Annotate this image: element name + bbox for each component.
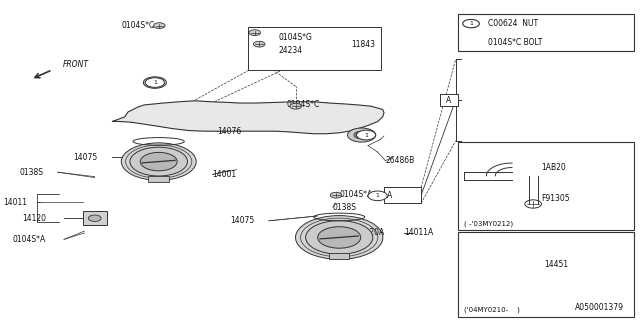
Text: 26486B: 26486B — [385, 156, 415, 165]
Text: 14011: 14011 — [3, 198, 27, 207]
Circle shape — [354, 131, 369, 139]
Bar — [458, 232, 634, 317]
Circle shape — [154, 23, 165, 28]
Bar — [458, 142, 634, 230]
Text: 1: 1 — [364, 132, 368, 138]
Text: 14120: 14120 — [22, 214, 47, 223]
Bar — [329, 253, 349, 259]
Circle shape — [88, 215, 101, 221]
Bar — [384, 187, 421, 203]
Circle shape — [348, 128, 376, 142]
Bar — [248, 27, 381, 70]
Text: 1: 1 — [376, 193, 380, 198]
Circle shape — [253, 41, 265, 47]
Circle shape — [317, 227, 361, 248]
Text: 1: 1 — [469, 21, 473, 26]
Text: A: A — [446, 95, 451, 105]
Circle shape — [130, 147, 188, 176]
Text: 14011A: 14011A — [404, 228, 434, 237]
Text: FRONT: FRONT — [63, 60, 89, 69]
Text: 14451: 14451 — [544, 260, 568, 269]
Text: 14001: 14001 — [212, 170, 237, 179]
Circle shape — [296, 216, 383, 259]
Text: 1AB20: 1AB20 — [541, 163, 566, 172]
Circle shape — [249, 30, 260, 36]
Text: 0138S: 0138S — [333, 203, 357, 212]
Circle shape — [368, 191, 387, 201]
Text: 11843: 11843 — [351, 40, 375, 49]
Circle shape — [143, 77, 166, 88]
Text: 0104S*A: 0104S*A — [339, 190, 372, 199]
Text: A: A — [387, 191, 392, 200]
Bar — [458, 14, 634, 51]
Text: A050001379: A050001379 — [575, 303, 624, 312]
Bar — [83, 211, 107, 226]
Text: 14076: 14076 — [218, 127, 242, 136]
Text: 0138S: 0138S — [19, 168, 44, 177]
Circle shape — [306, 221, 373, 254]
Text: ('04MY0210-    ): ('04MY0210- ) — [464, 307, 520, 313]
Text: 24234: 24234 — [278, 46, 303, 55]
Text: 14075: 14075 — [230, 216, 255, 225]
Text: 0104S*C BOLT: 0104S*C BOLT — [488, 37, 543, 46]
Bar — [148, 176, 169, 182]
Circle shape — [330, 192, 342, 198]
Text: 0104S*C: 0104S*C — [122, 21, 155, 30]
Text: 1: 1 — [153, 80, 157, 85]
Circle shape — [145, 78, 164, 87]
Circle shape — [356, 130, 376, 140]
Bar — [440, 94, 458, 106]
Text: C00624  NUT: C00624 NUT — [488, 19, 538, 28]
Text: 0104S*G: 0104S*G — [278, 33, 312, 42]
Circle shape — [290, 103, 301, 109]
Text: F91305: F91305 — [541, 194, 570, 203]
Text: 14120A: 14120A — [355, 228, 385, 237]
Text: 0104S*C: 0104S*C — [287, 100, 320, 109]
Circle shape — [140, 152, 177, 171]
Text: 14075: 14075 — [74, 153, 98, 162]
Circle shape — [356, 132, 367, 138]
Circle shape — [122, 143, 196, 180]
Polygon shape — [112, 101, 384, 134]
Text: ( -'03MY0212): ( -'03MY0212) — [464, 220, 513, 227]
Text: 0104S*A: 0104S*A — [13, 235, 46, 244]
